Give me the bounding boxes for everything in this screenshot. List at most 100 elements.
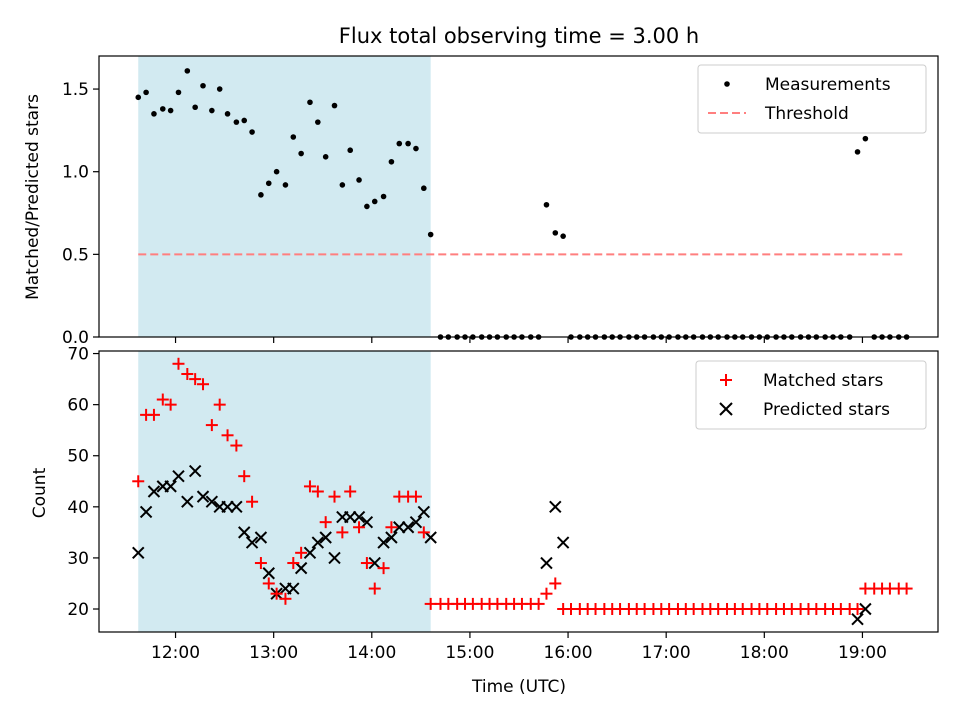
measurement-point xyxy=(135,94,142,101)
measurement-point xyxy=(241,117,248,124)
matched-star-point xyxy=(230,439,243,452)
y-tick-label: 0.5 xyxy=(62,245,89,265)
measurement-point xyxy=(388,158,395,165)
top-legend: Measurements Threshold xyxy=(697,64,927,134)
matched-star-point xyxy=(319,516,332,529)
predicted-star-point xyxy=(287,582,300,595)
measurement-point xyxy=(200,82,206,89)
predicted-star-point xyxy=(205,495,219,508)
measurement-point xyxy=(862,135,869,142)
y-tick-label: 1.5 xyxy=(62,80,89,100)
predicted-star-point xyxy=(245,536,259,549)
measurement-point xyxy=(249,129,255,135)
predicted-star-point xyxy=(556,536,570,549)
measurement-point xyxy=(413,145,419,152)
matched-star-point xyxy=(279,592,292,605)
measurement-point xyxy=(192,104,198,111)
bottom-x-axis-label: Time (UTC) xyxy=(471,677,566,697)
measurement-point xyxy=(552,230,559,236)
matched-star-point xyxy=(164,398,177,411)
measurement-point xyxy=(258,192,264,198)
matched-star-point xyxy=(532,597,545,610)
x-stroke xyxy=(540,556,553,570)
bottom-legend-box xyxy=(695,360,927,430)
y-tick-label: 60 xyxy=(67,396,89,416)
predicted-star-point xyxy=(196,490,210,503)
y-tick-label: 50 xyxy=(67,447,89,467)
measurement-point xyxy=(322,154,329,160)
top-legend-box xyxy=(697,64,927,134)
predicted-star-point xyxy=(352,510,366,524)
predicted-star-point xyxy=(424,531,437,544)
matched-star-point xyxy=(172,357,185,370)
measurement-point xyxy=(167,107,174,114)
legend-matched-label: Matched stars xyxy=(763,371,883,391)
measurement-point xyxy=(339,182,346,188)
matched-star-point xyxy=(900,582,913,595)
matched-star-point xyxy=(295,546,308,559)
matched-star-point xyxy=(213,398,226,411)
measurement-point xyxy=(315,119,321,125)
matched-star-point xyxy=(147,408,160,421)
y-tick-label: 40 xyxy=(67,498,89,518)
x-stroke xyxy=(294,561,308,575)
y-tick-label: 30 xyxy=(67,549,89,569)
x-stroke xyxy=(262,567,275,580)
matched-star-point xyxy=(238,470,251,483)
x-stroke xyxy=(344,510,357,524)
predicted-star-point xyxy=(262,567,275,580)
matched-star-point xyxy=(303,480,316,493)
matched-star-point xyxy=(549,577,562,590)
measurement-point xyxy=(543,201,550,208)
predicted-star-point xyxy=(385,531,398,544)
matched-star-point xyxy=(360,557,373,570)
predicted-star-point xyxy=(147,485,161,498)
matched-star-point xyxy=(262,577,275,590)
matched-star-point xyxy=(385,521,398,534)
x-stroke xyxy=(328,551,341,565)
measurement-point xyxy=(356,177,362,183)
measurement-point xyxy=(209,107,215,114)
x-stroke xyxy=(556,536,570,549)
x-stroke xyxy=(385,531,398,544)
measurement-point xyxy=(298,150,304,157)
x-tick-label: 19:00 xyxy=(838,643,887,663)
x-stroke xyxy=(254,531,268,544)
predicted-star-point xyxy=(230,500,243,514)
x-stroke xyxy=(409,515,423,529)
x-stroke xyxy=(287,582,300,595)
x-stroke xyxy=(424,531,437,544)
x-stroke xyxy=(164,480,177,493)
measurement-point xyxy=(380,193,387,200)
matched-star-point xyxy=(254,557,267,570)
x-stroke xyxy=(205,495,219,508)
measurement-point xyxy=(290,134,297,140)
measurement-point xyxy=(331,102,338,109)
x-stroke xyxy=(859,602,872,616)
measurement-point xyxy=(282,182,289,188)
predicted-star-point xyxy=(303,546,317,560)
predicted-star-point xyxy=(401,521,415,534)
x-stroke xyxy=(238,526,251,539)
x-stroke xyxy=(319,531,332,544)
measurement-point xyxy=(560,233,566,239)
predicted-star-point xyxy=(294,561,308,575)
predicted-star-point xyxy=(132,546,145,560)
top-y-axis-label: Matched/Predicted stars xyxy=(23,94,43,300)
predicted-star-point xyxy=(368,556,381,570)
predicted-star-point xyxy=(344,510,357,524)
matched-star-point xyxy=(156,393,169,406)
legend-matched-marker xyxy=(720,374,732,386)
matched-star-point xyxy=(221,429,234,442)
measurement-point xyxy=(396,140,403,147)
matched-star-point xyxy=(344,485,357,498)
measurement-point xyxy=(421,185,427,192)
predicted-star-point xyxy=(851,613,864,626)
bottom-matched-stars xyxy=(132,357,913,616)
predicted-star-point xyxy=(164,480,177,493)
matched-star-point xyxy=(336,526,349,539)
axes-frame xyxy=(98,55,939,338)
predicted-star-point xyxy=(409,515,423,529)
matched-star-point xyxy=(851,603,864,616)
matched-star-point xyxy=(287,557,300,570)
